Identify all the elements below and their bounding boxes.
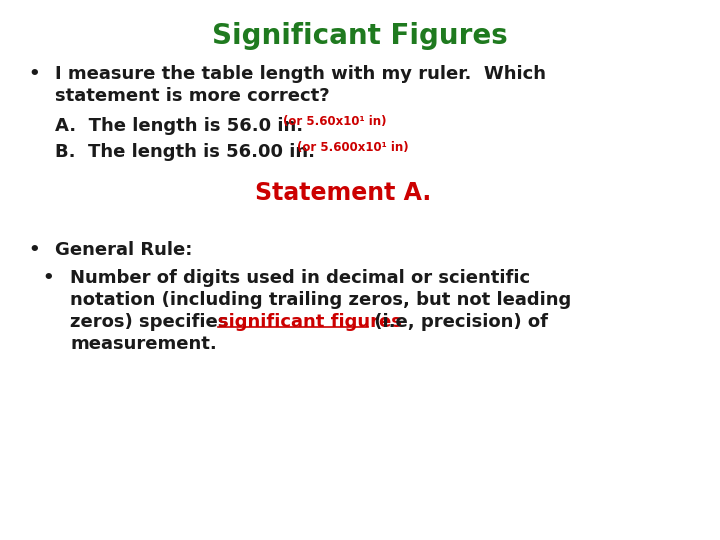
Text: •: • (28, 65, 40, 83)
Text: measurement.: measurement. (70, 335, 217, 353)
Text: notation (including trailing zeros, but not leading: notation (including trailing zeros, but … (70, 291, 571, 309)
Text: •: • (42, 269, 53, 287)
Text: Significant Figures: Significant Figures (212, 22, 508, 50)
Text: (i.e, precision) of: (i.e, precision) of (368, 313, 548, 331)
Text: •: • (28, 241, 40, 259)
Text: B.  The length is 56.00 in.: B. The length is 56.00 in. (55, 143, 315, 161)
Text: (or 5.600x10¹ in): (or 5.600x10¹ in) (297, 141, 409, 154)
Text: I measure the table length with my ruler.  Which: I measure the table length with my ruler… (55, 65, 546, 83)
Text: Statement A.: Statement A. (255, 181, 431, 205)
Text: General Rule:: General Rule: (55, 241, 192, 259)
Text: Number of digits used in decimal or scientific: Number of digits used in decimal or scie… (70, 269, 530, 287)
Text: A.  The length is 56.0 in.: A. The length is 56.0 in. (55, 117, 303, 135)
Text: significant figures: significant figures (218, 313, 402, 331)
Text: statement is more correct?: statement is more correct? (55, 87, 330, 105)
Text: zeros) specifies: zeros) specifies (70, 313, 235, 331)
Text: (or 5.60x10¹ in): (or 5.60x10¹ in) (283, 115, 387, 128)
